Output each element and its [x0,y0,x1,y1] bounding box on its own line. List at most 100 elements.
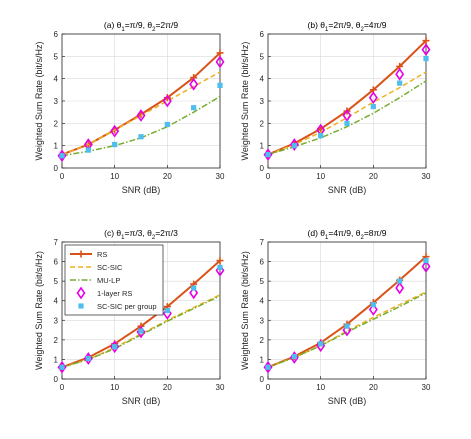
data-point-pergroup [191,105,197,111]
y-tick-label: 6 [260,258,265,267]
series-pergroup [59,264,223,370]
y-tick-label: 2 [54,119,59,128]
chart-panel-1: 0 1 2 3 4 5 6 0 10 20 30 SNR (dB) Weighted Sum Rate … [34,20,225,195]
data-point-onelayer [421,43,431,57]
title-subscript: 2 [152,27,156,33]
y-tick-label: 4 [260,75,265,84]
title-subscript: 1 [121,235,125,241]
y-tick-label: 6 [260,30,265,39]
y-tick-label: 3 [54,316,59,325]
data-point-onelayer [421,260,431,273]
y-tick-label: 1 [54,142,59,151]
legend-label: 1-layer RS [97,289,132,298]
data-point-onelayer [368,303,378,316]
series-scsic [61,71,221,156]
x-tick-label: 10 [316,172,325,181]
x-axis-label: SNR (dB) [328,396,367,406]
y-axis-label: Weighted Sum Rate (bit/s/Hz) [240,251,250,370]
y-tick-label: 0 [54,164,59,173]
x-tick-label: 30 [216,383,225,392]
data-point-pergroup [291,143,297,149]
data-point-pergroup [164,121,170,128]
y-tick-label: 2 [260,336,265,345]
data-point-pergroup [59,153,65,159]
data-point-pergroup [59,364,65,370]
x-axis-label: SNR (dB) [122,185,161,195]
data-point-pergroup [370,103,376,110]
legend-label: SC-SIC per group [97,302,157,311]
chart-panel-3: 0 1 2 3 4 5 6 7 0 10 20 30 SNR (dB) Weighted Sum Rate… [34,228,225,406]
data-point-pergroup [397,80,403,86]
data-point-pergroup [291,353,297,360]
legend-swatch-marker [78,303,84,309]
y-tick-label: 0 [54,375,59,384]
data-point-pergroup [191,285,197,291]
x-tick-label: 10 [316,383,325,392]
x-tick-label: 10 [110,172,119,181]
data-point-onelayer [215,55,225,69]
y-tick-label: 4 [54,75,59,84]
title-part: (b) θ [308,20,326,30]
data-point-pergroup [318,133,324,139]
data-point-onelayer [395,281,405,295]
data-point-onelayer [189,286,199,300]
series-pergroup [265,55,429,158]
data-point-onelayer [136,109,146,122]
title-part: =2π/9, θ [328,20,360,30]
title-part: (d) θ [308,228,326,238]
y-tick-label: 5 [260,52,265,61]
chart-panel-4: 0 1 2 3 4 5 6 7 0 10 20 30 SNR (dB) Weighted Sum Rate… [240,228,431,406]
title-part: (c) θ [104,228,121,238]
x-tick-label: 30 [216,172,225,181]
y-axis-label: Weighted Sum Rate (bit/s/Hz) [34,42,44,161]
legend-label: MU-LP [97,276,120,285]
y-tick-label: 5 [54,52,59,61]
x-tick-label: 0 [266,172,271,181]
x-tick-label: 20 [163,383,172,392]
x-axis-label: SNR (dB) [328,185,367,195]
data-point-pergroup [265,364,271,370]
panel-title: (b) θ1=2π/9, θ2=4π/9 [308,20,387,33]
y-tick-label: 1 [260,142,265,151]
legend-label: RS [97,250,107,259]
series-line-scsic [61,71,221,156]
data-point-pergroup [344,323,350,329]
y-tick-label: 7 [260,238,265,247]
panel-title: (d) θ1=4π/9, θ2=8π/9 [308,228,387,241]
data-point-rs [216,49,224,57]
data-point-pergroup [370,302,376,308]
y-tick-label: 3 [260,316,265,325]
data-point-pergroup [318,341,324,347]
series-pergroup [265,257,429,370]
panel-title: (a) θ1=π/9, θ2=2π/9 [104,20,178,33]
y-tick-label: 0 [260,164,265,173]
legend-item-pergroup: SC-SIC per group [78,302,157,311]
x-tick-label: 0 [60,383,65,392]
panel-title: (c) θ1=π/3, θ2=2π/3 [104,228,178,241]
title-part: =8π/9 [364,228,387,238]
title-part: =π/3, θ [124,228,152,238]
legend-swatch-marker [76,286,86,300]
y-tick-label: 4 [54,297,59,306]
y-tick-label: 5 [54,277,59,286]
title-part: =2π/9 [155,20,178,30]
data-point-rs [216,257,224,265]
x-tick-label: 10 [110,383,119,392]
title-part: =π/9, θ [125,20,153,30]
data-point-onelayer [395,67,405,81]
data-point-pergroup [344,120,350,126]
y-tick-label: 6 [54,258,59,267]
title-part: (a) θ [104,20,122,30]
x-tick-label: 20 [369,383,378,392]
y-tick-label: 5 [260,277,265,286]
data-point-pergroup [423,257,429,264]
data-point-pergroup [112,344,118,350]
data-point-onelayer [289,138,299,151]
axes-box [61,241,221,380]
y-tick-label: 7 [54,238,59,247]
legend-item-rs: RS [70,250,107,259]
title-subscript: 2 [360,27,364,33]
title-subscript: 1 [121,27,125,33]
y-tick-label: 3 [54,97,59,106]
data-point-pergroup [164,307,170,314]
